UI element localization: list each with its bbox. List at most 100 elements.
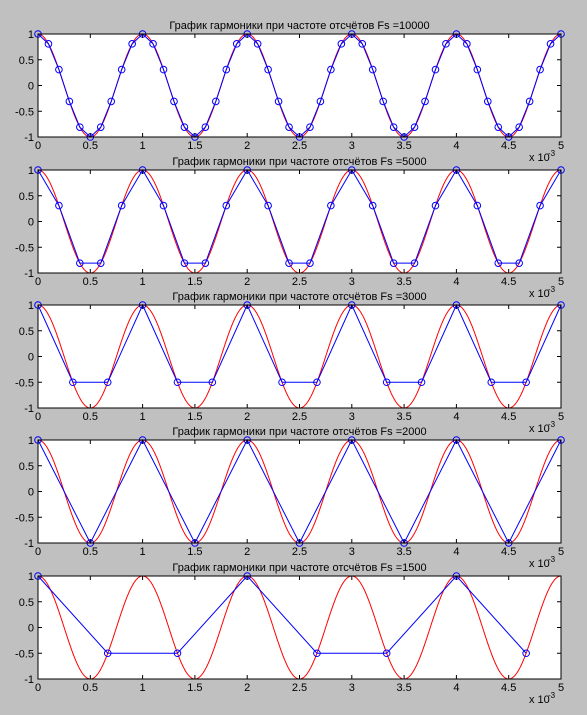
- sample-point: [173, 649, 182, 658]
- x-tick-label: 0: [35, 140, 41, 152]
- x-tick-label: 2: [244, 140, 250, 152]
- y-tick-label: 1: [28, 300, 34, 312]
- subplot-title: График гармоники при частоте отсчётов Fs…: [172, 562, 426, 574]
- sample-point: [44, 40, 53, 48]
- sample-point: [306, 259, 314, 267]
- y-tick-label: 1: [28, 29, 34, 41]
- y-tick-label: 0.5: [19, 597, 34, 609]
- x-multiplier-exponent: -3: [548, 285, 556, 294]
- subplot-5: 0 0.5 1 1.5 2 2.5 3 3.5 4 4.5 5 -1 -0.5 0 0.5 1 x 10-3 Гр…: [15, 562, 564, 706]
- x-multiplier-exponent: -3: [548, 555, 556, 564]
- sample-point: [515, 123, 523, 131]
- sample-point: [55, 65, 63, 74]
- x-tick-label: 3.5: [396, 276, 411, 288]
- subplot-title: График гармоники при частоте отсчётов Fs…: [172, 426, 426, 438]
- sample-point: [159, 65, 168, 74]
- y-tick-label: -0.5: [15, 377, 34, 389]
- sample-point: [96, 123, 105, 131]
- sample-point: [494, 123, 503, 131]
- x-multiplier: x 10: [529, 152, 550, 164]
- x-tick-label: 5: [558, 140, 564, 152]
- y-tick-label: 0: [28, 487, 34, 499]
- sample-point: [274, 97, 283, 106]
- sample-point: [316, 97, 325, 106]
- sample-point: [410, 259, 419, 267]
- x-tick-label: 1.5: [187, 411, 202, 423]
- x-tick-label: 0: [35, 276, 41, 288]
- x-tick-label: 0: [35, 682, 41, 694]
- x-tick-label: 5: [558, 411, 564, 423]
- x-tick-label: 4: [453, 140, 459, 152]
- sample-point: [55, 201, 63, 210]
- sample-point: [103, 649, 112, 658]
- x-tick-label: 3.5: [396, 411, 411, 423]
- axes-background: [38, 440, 561, 543]
- axes-background: [38, 34, 561, 137]
- sample-point: [421, 97, 429, 106]
- x-tick-label: 2.5: [292, 140, 307, 152]
- y-tick-label: 1: [28, 165, 34, 177]
- y-tick-label: -0.5: [15, 648, 34, 660]
- sample-point: [442, 40, 450, 48]
- y-tick-label: -1: [24, 268, 34, 280]
- x-tick-label: 3.5: [396, 140, 411, 152]
- sample-point: [368, 201, 377, 210]
- axes-background: [38, 305, 561, 408]
- sample-point: [285, 123, 293, 131]
- x-tick-label: 5: [558, 276, 564, 288]
- x-multiplier: x 10: [529, 288, 550, 300]
- sample-point: [180, 123, 189, 131]
- sampled-line: [37, 575, 527, 654]
- x-tick-label: 2: [244, 546, 250, 558]
- x-tick-label: 3: [349, 682, 355, 694]
- sample-point: [546, 40, 555, 48]
- sampled-line: [37, 169, 562, 264]
- x-tick-label: 0.5: [83, 411, 98, 423]
- sample-point: [431, 65, 440, 74]
- x-tick-label: 1.5: [187, 546, 202, 558]
- x-tick-label: 2.5: [292, 546, 307, 558]
- y-tick-label: 0.5: [19, 461, 34, 473]
- subplot-4: 0 0.5 1 1.5 2 2.5 3 3.5 4 4.5 5-1-0.500.51x 10-3Гр…: [15, 426, 565, 570]
- sample-point: [379, 97, 387, 106]
- sample-point: [337, 40, 346, 48]
- y-tick-label: 0.5: [19, 55, 34, 67]
- sample-point: [473, 65, 482, 74]
- subplot-title: График гармоники при частоте отсчётов Fs…: [172, 156, 426, 168]
- x-multiplier: x 10: [529, 423, 550, 435]
- sample-point: [159, 201, 168, 210]
- sample-point: [173, 378, 182, 387]
- x-tick-label: 0.5: [83, 276, 98, 288]
- sample-point: [69, 378, 77, 387]
- x-tick-label: 4.5: [501, 682, 516, 694]
- sample-point: [278, 378, 286, 387]
- sample-point: [389, 259, 398, 267]
- sample-point: [536, 65, 544, 74]
- x-tick-label: 2.5: [292, 682, 307, 694]
- x-tick-label: 0.5: [83, 546, 98, 558]
- sample-point: [96, 259, 105, 267]
- sample-point: [382, 378, 391, 387]
- y-tick-label: -1: [24, 674, 34, 686]
- sample-point: [222, 65, 231, 74]
- x-tick-label: 4.5: [501, 140, 516, 152]
- x-tick-label: 5: [558, 682, 564, 694]
- x-tick-label: 4.5: [501, 411, 516, 423]
- sample-point: [76, 123, 84, 131]
- sample-point: [525, 97, 534, 106]
- x-tick-label: 2: [244, 411, 250, 423]
- x-tick-label: 0.5: [83, 682, 98, 694]
- y-tick-label: -0.5: [15, 512, 34, 524]
- sample-point: [285, 259, 293, 267]
- sample-point: [522, 378, 530, 387]
- x-tick-label: 3: [349, 140, 355, 152]
- sample-point: [515, 259, 523, 267]
- x-tick-label: 1: [140, 682, 146, 694]
- x-tick-label: 0.5: [83, 140, 98, 152]
- sampled-line: [37, 303, 562, 383]
- sample-point: [170, 97, 178, 106]
- sample-point: [389, 123, 398, 131]
- x-tick-label: 1.5: [187, 682, 202, 694]
- x-tick-label: 1: [140, 276, 146, 288]
- subplot-3: 0 0.5 1 1.5 2 2.5 3 3.5 4 4.5 5-1-0.500.51x 10-3Гр…: [15, 291, 565, 435]
